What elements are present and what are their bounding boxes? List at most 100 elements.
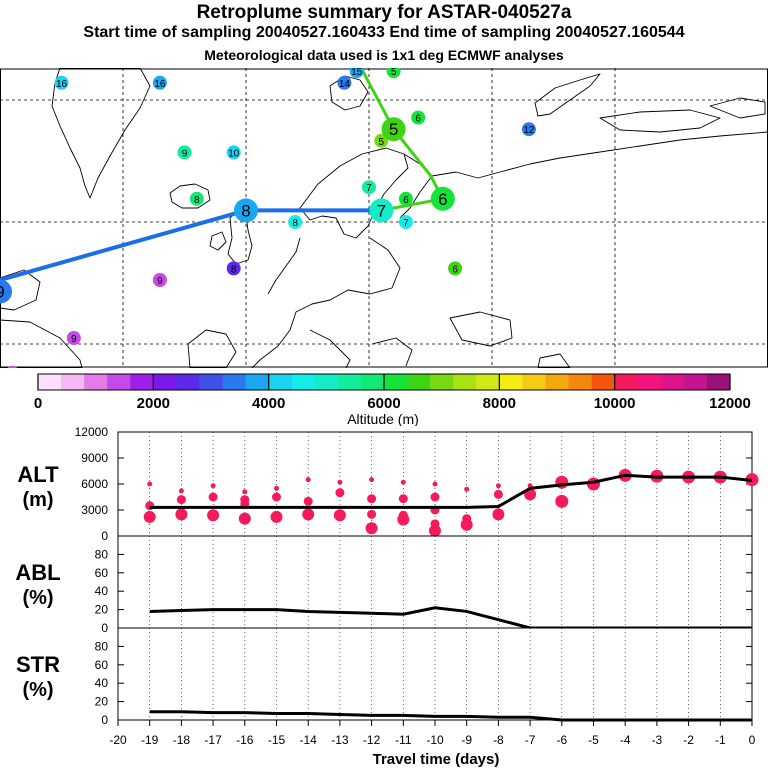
abl-ytick-label: 80: [95, 547, 109, 561]
alt-ytick-label: 0: [101, 529, 108, 543]
alt-cluster-point: [337, 479, 343, 485]
str-panel-unit: (%): [22, 679, 53, 701]
alt-cluster-point: [175, 508, 188, 521]
colorbar-swatch: [706, 374, 731, 390]
x-tick-label: -18: [173, 733, 191, 747]
plume-cluster-marker: [226, 261, 241, 276]
x-tick-label: -12: [363, 733, 381, 747]
plume-cluster-marker: [7, 365, 18, 368]
alt-cluster-point: [176, 495, 186, 505]
colorbar-swatch: [130, 374, 154, 390]
str-series-line: [149, 710, 752, 722]
alt-cluster-point: [147, 481, 153, 487]
str-ytick-label: 40: [95, 676, 109, 690]
plume-cluster-marker: [362, 180, 376, 195]
x-tick-label: -15: [268, 733, 286, 747]
plume-day-label: 15: [351, 68, 363, 78]
alt-panel-unit: (m): [22, 489, 53, 511]
abl-ytick-label: 40: [95, 584, 109, 598]
plume-centroid-marker: [0, 279, 12, 304]
plume-day-label: 8: [292, 218, 298, 229]
colorbar-swatch: [614, 374, 639, 390]
abl-ytick-label: 60: [95, 566, 109, 580]
colorbar-swatch: [384, 374, 408, 390]
x-tick-label: -7: [525, 733, 536, 747]
str-ytick-label: 20: [95, 695, 109, 709]
plume-centroid-marker: [381, 117, 406, 142]
plume-day-label: 10: [228, 148, 240, 159]
time-series-panels: 030006000900012000ALT(m)020406080ABL(%)0…: [15, 426, 759, 768]
plume-day-label: 8: [231, 264, 237, 275]
plume-day-label: 7: [366, 183, 372, 194]
plume-centroid-label: 5: [389, 120, 398, 139]
plume-day-label: 6: [415, 114, 421, 125]
plume-day-label: 5: [379, 137, 385, 148]
alt-cluster-point: [400, 479, 406, 485]
colorbar-swatch: [176, 374, 200, 390]
alt-series-line: [149, 473, 753, 509]
x-tick-label: -14: [300, 733, 318, 747]
x-tick-label: -1: [715, 733, 726, 747]
alt-cluster-point: [274, 485, 279, 491]
plume-cluster-marker: [349, 68, 364, 79]
str-ytick-label: 0: [101, 713, 108, 727]
plume-cluster-marker: [521, 122, 536, 137]
plume-day-label: 16: [56, 79, 68, 90]
met-data-subtitle: Meteorological data used is 1x1 deg ECMW…: [204, 47, 564, 63]
x-tick-label: -9: [461, 733, 472, 747]
x-tick-label: -16: [236, 733, 254, 747]
alt-cluster-point: [302, 508, 315, 521]
colorbar-swatch: [522, 374, 546, 390]
plume-cluster-marker: [66, 331, 81, 345]
alt-cluster-point: [493, 489, 503, 499]
alt-cluster-point: [367, 509, 377, 519]
x-axis-label: Travel time (days): [373, 751, 500, 768]
plume-cluster-marker: [398, 191, 413, 206]
colorbar-swatch: [107, 374, 131, 390]
plume-cluster-marker: [386, 68, 401, 79]
abl-ytick-label: 0: [101, 621, 108, 635]
alt-cluster-point: [429, 524, 441, 537]
colorbar-swatch: [637, 374, 662, 390]
colorbar-tick-label: 4000: [252, 395, 285, 412]
colorbar-swatch: [38, 374, 62, 390]
alt-cluster-point: [397, 513, 410, 526]
x-tick-label: -8: [493, 733, 504, 747]
plume-cluster-marker: [177, 145, 192, 160]
alt-cluster-point: [242, 489, 248, 495]
plume-day-label: 9: [182, 148, 188, 159]
alt-cluster-point: [208, 492, 218, 502]
x-tick-label: -5: [588, 733, 599, 747]
x-tick-label: -17: [204, 733, 222, 747]
x-tick-label: -3: [652, 733, 663, 747]
alt-cluster-point: [210, 483, 216, 489]
chart-title: Retroplume summary for ASTAR-040527a: [196, 2, 572, 23]
plume-cluster-marker: [152, 75, 167, 90]
plume-cluster-marker: [337, 75, 352, 90]
colorbar-tick-label: 2000: [137, 395, 170, 412]
alt-cluster-point: [460, 518, 473, 531]
plume-day-label: 6: [403, 195, 409, 206]
colorbar-tick-label: 10000: [594, 395, 636, 412]
plume-cluster-marker: [288, 215, 303, 229]
str-ytick-label: 60: [95, 658, 109, 672]
plume-centroid-label: 7: [377, 201, 386, 220]
trajectory-line-lower: [0, 208, 382, 283]
colorbar-swatch: [337, 374, 362, 390]
plume-day-label: 16: [154, 79, 166, 90]
str-ytick-label: 80: [95, 639, 109, 653]
colorbar-swatch: [245, 374, 269, 390]
plume-cluster-marker: [398, 215, 413, 229]
alt-cluster-point: [555, 494, 569, 508]
alt-cluster-point: [143, 510, 156, 523]
alt-ytick-label: 6000: [81, 477, 108, 491]
x-tick-label: -4: [620, 733, 631, 747]
colorbar-swatch: [430, 374, 454, 390]
abl-panel-label: ABL: [15, 560, 60, 585]
plume-day-label: 14: [339, 79, 351, 90]
plume-cluster-marker: [226, 145, 241, 160]
plume-cluster-marker: [189, 191, 204, 206]
alt-cluster-point: [270, 510, 283, 523]
plume-day-label: 6: [452, 264, 458, 275]
alt-cluster-point: [238, 512, 251, 525]
